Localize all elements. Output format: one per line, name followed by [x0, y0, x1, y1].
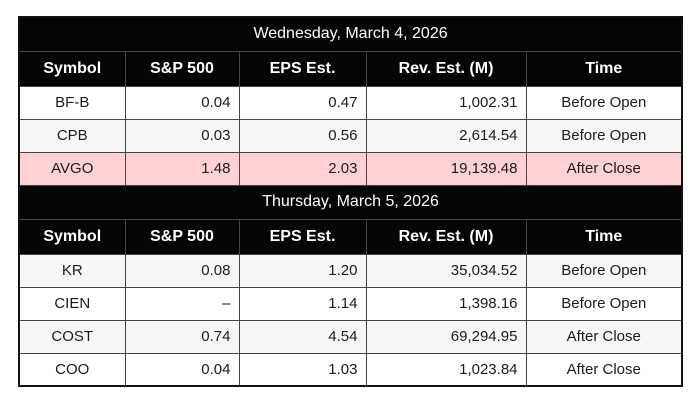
earnings-row: COO 0.04 1.03 1,023.84 After Close	[18, 352, 683, 387]
rev-est-cell: 35,034.52	[365, 253, 527, 288]
rev-est-cell: 2,614.54	[365, 118, 527, 153]
earnings-row: CPB 0.03 0.56 2,614.54 Before Open	[18, 118, 683, 153]
column-header-row: Symbol S&P 500 EPS Est. Rev. Est. (M) Ti…	[18, 50, 683, 87]
rev-est-cell: 1,023.84	[365, 352, 527, 387]
col-header-rev-est: Rev. Est. (M)	[365, 218, 527, 255]
symbol-cell: BF-B	[18, 85, 126, 120]
time-cell: Before Open	[525, 286, 683, 321]
col-header-sp500: S&P 500	[124, 218, 240, 255]
sp500-cell: 1.48	[124, 151, 240, 186]
symbol-cell: COST	[18, 319, 126, 354]
date-header-label: Wednesday, March 4, 2026	[18, 16, 683, 52]
sp500-cell: 0.04	[124, 85, 240, 120]
earnings-row: KR 0.08 1.20 35,034.52 Before Open	[18, 253, 683, 288]
col-header-symbol: Symbol	[18, 218, 126, 255]
eps-est-cell: 1.03	[238, 352, 367, 387]
sp500-cell: 0.04	[124, 352, 240, 387]
date-header-row: Wednesday, March 4, 2026	[18, 16, 683, 52]
rev-est-cell: 1,398.16	[365, 286, 527, 321]
eps-est-cell: 1.14	[238, 286, 367, 321]
eps-est-cell: 1.20	[238, 253, 367, 288]
rev-est-cell: 1,002.31	[365, 85, 527, 120]
time-cell: Before Open	[525, 118, 683, 153]
col-header-eps-est: EPS Est.	[238, 50, 367, 87]
time-cell: Before Open	[525, 253, 683, 288]
time-cell: Before Open	[525, 85, 683, 120]
col-header-eps-est: EPS Est.	[238, 218, 367, 255]
column-header-row: Symbol S&P 500 EPS Est. Rev. Est. (M) Ti…	[18, 218, 683, 255]
earnings-table: Wednesday, March 4, 2026 Symbol S&P 500 …	[18, 16, 684, 387]
rev-est-cell: 69,294.95	[365, 319, 527, 354]
earnings-row: BF-B 0.04 0.47 1,002.31 Before Open	[18, 85, 683, 120]
rev-est-cell: 19,139.48	[365, 151, 527, 186]
date-header-row: Thursday, March 5, 2026	[18, 184, 683, 220]
col-header-time: Time	[525, 50, 683, 87]
earnings-row: CIEN – 1.14 1,398.16 Before Open	[18, 286, 683, 321]
date-header-label: Thursday, March 5, 2026	[18, 184, 683, 220]
eps-est-cell: 2.03	[238, 151, 367, 186]
time-cell: After Close	[525, 151, 683, 186]
earnings-row: AVGO 1.48 2.03 19,139.48 After Close	[18, 151, 683, 186]
time-cell: After Close	[525, 352, 683, 387]
earnings-row: COST 0.74 4.54 69,294.95 After Close	[18, 319, 683, 354]
eps-est-cell: 0.56	[238, 118, 367, 153]
col-header-sp500: S&P 500	[124, 50, 240, 87]
sp500-cell: 0.08	[124, 253, 240, 288]
col-header-time: Time	[525, 218, 683, 255]
time-cell: After Close	[525, 319, 683, 354]
symbol-cell: COO	[18, 352, 126, 387]
sp500-cell: 0.03	[124, 118, 240, 153]
symbol-cell: KR	[18, 253, 126, 288]
eps-est-cell: 4.54	[238, 319, 367, 354]
sp500-cell: 0.74	[124, 319, 240, 354]
symbol-cell: CPB	[18, 118, 126, 153]
col-header-rev-est: Rev. Est. (M)	[365, 50, 527, 87]
col-header-symbol: Symbol	[18, 50, 126, 87]
eps-est-cell: 0.47	[238, 85, 367, 120]
sp500-cell: –	[124, 286, 240, 321]
symbol-cell: AVGO	[18, 151, 126, 186]
symbol-cell: CIEN	[18, 286, 126, 321]
